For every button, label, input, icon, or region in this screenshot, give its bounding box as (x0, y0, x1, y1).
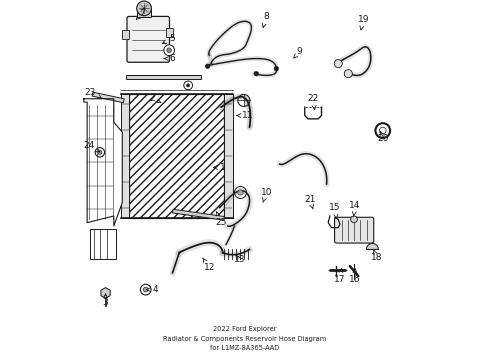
Circle shape (333, 60, 342, 68)
Text: 9: 9 (293, 48, 302, 58)
Circle shape (137, 1, 151, 16)
Text: 20: 20 (377, 131, 388, 143)
Text: 10: 10 (260, 188, 271, 202)
Text: 16: 16 (348, 269, 360, 284)
Wedge shape (366, 243, 378, 249)
Text: 5: 5 (162, 34, 175, 44)
Circle shape (183, 81, 192, 90)
Text: Radiator & Components Reservoir Hose Diagram: Radiator & Components Reservoir Hose Dia… (163, 336, 325, 342)
Text: 1: 1 (213, 163, 225, 172)
Circle shape (344, 69, 351, 78)
Circle shape (350, 216, 357, 222)
Text: 18: 18 (370, 250, 382, 262)
Text: 11: 11 (236, 111, 253, 120)
Circle shape (163, 45, 174, 55)
Circle shape (98, 150, 102, 154)
Circle shape (140, 284, 151, 295)
Circle shape (186, 84, 189, 87)
Text: 19: 19 (357, 15, 368, 30)
Text: 22: 22 (307, 94, 318, 109)
Bar (90, 229, 115, 260)
Text: 14: 14 (348, 201, 360, 216)
Bar (172, 209, 224, 220)
Text: 13: 13 (233, 255, 244, 264)
Circle shape (95, 148, 104, 157)
Text: 7: 7 (136, 9, 145, 19)
Text: 2: 2 (149, 94, 161, 103)
Text: 25: 25 (215, 212, 226, 227)
Text: 24: 24 (83, 141, 100, 152)
Bar (92, 92, 124, 103)
Bar (137, 9, 150, 17)
Text: 12: 12 (203, 258, 215, 272)
Polygon shape (83, 99, 122, 226)
Circle shape (205, 64, 209, 69)
Polygon shape (101, 288, 110, 298)
Bar (125, 75, 200, 79)
Text: 23: 23 (84, 87, 102, 98)
Circle shape (166, 48, 171, 53)
Text: for L1MZ-8A365-AAD: for L1MZ-8A365-AAD (209, 345, 279, 351)
Circle shape (273, 66, 278, 71)
FancyBboxPatch shape (334, 217, 373, 243)
Text: 2022 Ford Explorer: 2022 Ford Explorer (212, 327, 276, 332)
Circle shape (237, 190, 243, 195)
Text: 17: 17 (333, 269, 345, 284)
Text: 4: 4 (146, 285, 158, 294)
Bar (122, 30, 129, 39)
Circle shape (253, 71, 258, 76)
Bar (224, 94, 232, 217)
Text: 3: 3 (102, 294, 108, 307)
Text: 6: 6 (163, 54, 175, 63)
Bar (129, 94, 224, 217)
Bar (121, 94, 129, 217)
Text: 8: 8 (262, 12, 268, 28)
FancyBboxPatch shape (127, 17, 169, 62)
Bar (165, 28, 172, 37)
Circle shape (143, 287, 148, 292)
Text: 21: 21 (304, 195, 315, 209)
Text: 15: 15 (328, 203, 340, 219)
